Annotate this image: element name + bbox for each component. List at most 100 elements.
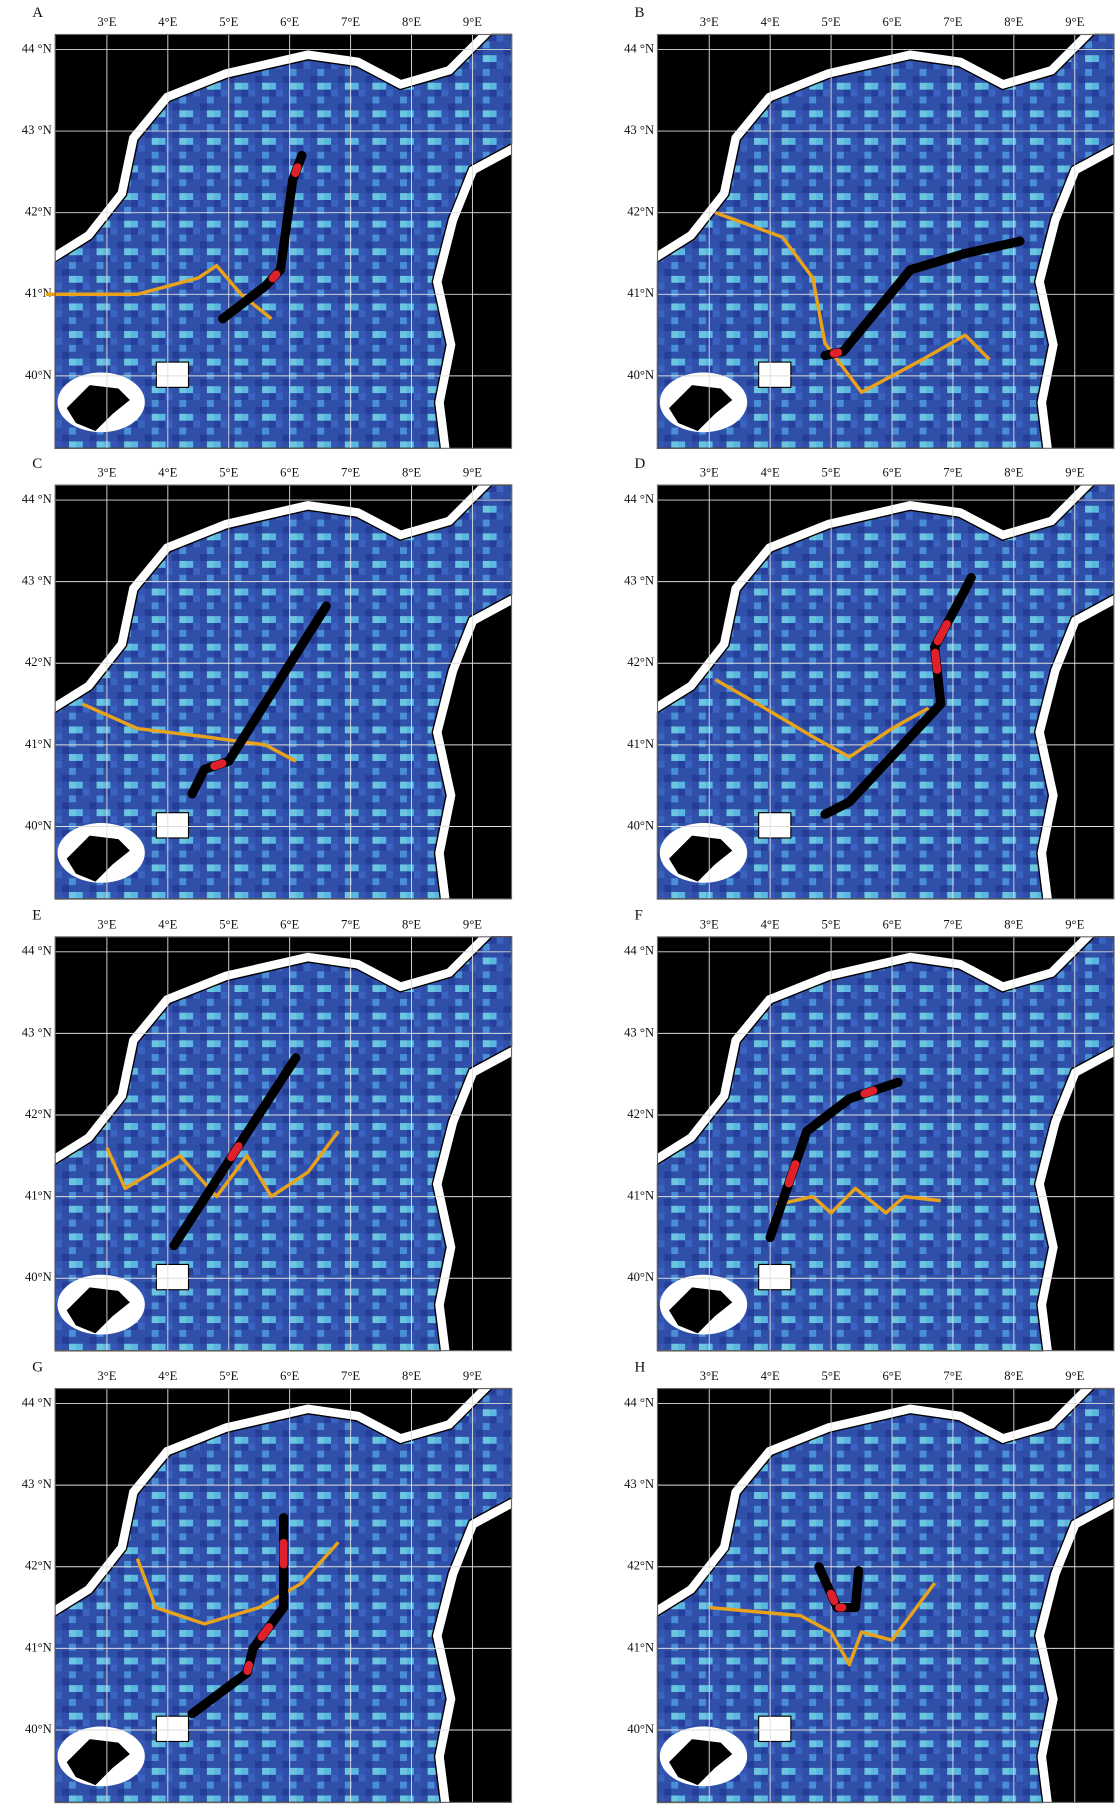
sea — [54, 484, 513, 900]
panel-label: B — [635, 5, 645, 21]
front — [709, 1582, 937, 1667]
lat-label: 40°N — [627, 368, 654, 382]
sea — [656, 33, 1115, 449]
lon-label: 9°E — [463, 917, 482, 931]
lon-label: 9°E — [1065, 465, 1084, 479]
frame — [656, 33, 1115, 449]
lat-label: 43 °N — [22, 1025, 52, 1039]
lon-label: 4°E — [158, 917, 177, 931]
lon-label: 4°E — [761, 15, 780, 29]
lat-label: 43 °N — [624, 1477, 654, 1491]
lat-label: 41°N — [25, 1189, 52, 1203]
sea — [656, 1387, 1115, 1804]
lat-label: 41°N — [25, 1640, 52, 1654]
lon-label: 3°E — [97, 465, 116, 479]
lon-label: 6°E — [280, 15, 299, 29]
islet — [155, 812, 190, 839]
lat-label: 44 °N — [624, 41, 654, 55]
lon-label: 6°E — [882, 917, 901, 931]
lat-label: 41°N — [627, 737, 654, 751]
lon-label: 7°E — [341, 1369, 360, 1383]
front — [714, 678, 930, 759]
map-panel: H 3°E 4°E 5°E 6°E 7°E 8°E 9°E 44 °N 43 °N 42°N 41°N… — [624, 1359, 1115, 1807]
lon-label: 9°E — [463, 15, 482, 29]
front — [105, 1130, 340, 1199]
lat-label: 41°N — [25, 737, 52, 751]
islet — [155, 1263, 190, 1291]
track-highlight — [268, 270, 281, 283]
islet — [155, 361, 190, 388]
lon-label: 5°E — [822, 917, 841, 931]
track-highlight — [826, 1589, 839, 1606]
panel-label: A — [32, 5, 43, 21]
panel-label: H — [635, 1359, 646, 1375]
lon-label: 5°E — [219, 1369, 238, 1383]
lon-label: 6°E — [280, 1369, 299, 1383]
lon-label: 9°E — [1065, 1369, 1084, 1383]
island — [669, 385, 733, 432]
lat-label: 44 °N — [624, 492, 654, 506]
lat-label: 43 °N — [22, 1477, 52, 1491]
track-highlight — [214, 759, 227, 769]
lat-label: 41°N — [627, 286, 654, 300]
lon-label: 3°E — [97, 1369, 116, 1383]
frame — [54, 1388, 513, 1803]
lon-label: 7°E — [341, 917, 360, 931]
island — [669, 835, 733, 882]
lon-label: 8°E — [1004, 465, 1023, 479]
lon-label: 4°E — [158, 1369, 177, 1383]
lat-label: 42°N — [25, 655, 52, 669]
lon-label: 6°E — [280, 465, 299, 479]
lat-label: 42°N — [627, 655, 654, 669]
lon-label: 7°E — [943, 1369, 962, 1383]
lon-label: 6°E — [882, 465, 901, 479]
lat-label: 42°N — [25, 1559, 52, 1573]
lon-label: 5°E — [822, 15, 841, 29]
panel-label: C — [32, 456, 42, 472]
lat-label: 44 °N — [22, 944, 52, 958]
lon-label: 5°E — [219, 917, 238, 931]
lon-label: 9°E — [1065, 917, 1084, 931]
lat-label: 40°N — [627, 818, 654, 832]
lon-label: 3°E — [700, 1369, 719, 1383]
track-highlight — [291, 163, 302, 178]
track-highlight — [227, 1142, 243, 1162]
lon-label: 3°E — [700, 15, 719, 29]
sea — [656, 484, 1115, 900]
lon-label: 7°E — [943, 465, 962, 479]
lon-label: 5°E — [219, 465, 238, 479]
islet — [758, 361, 792, 388]
panel-label: E — [32, 908, 41, 924]
lon-label: 7°E — [341, 465, 360, 479]
lon-label: 7°E — [341, 15, 360, 29]
lon-label: 7°E — [943, 917, 962, 931]
lat-label: 40°N — [25, 1270, 52, 1284]
lon-label: 9°E — [463, 1369, 482, 1383]
island — [66, 1287, 130, 1334]
sea — [54, 936, 513, 1352]
track-highlight — [829, 348, 843, 358]
lon-label: 3°E — [700, 465, 719, 479]
lon-label: 3°E — [700, 917, 719, 931]
lon-label: 5°E — [822, 465, 841, 479]
panel-label: G — [32, 1359, 43, 1375]
islet — [155, 1715, 190, 1743]
track-highlight — [933, 620, 951, 646]
lon-label: 6°E — [882, 15, 901, 29]
lat-label: 43 °N — [22, 574, 52, 588]
front — [135, 1541, 340, 1626]
lat-label: 44 °N — [22, 1395, 52, 1409]
panel-label: F — [635, 908, 643, 924]
lon-label: 5°E — [822, 1369, 841, 1383]
track-highlight — [243, 1661, 254, 1675]
lon-label: 9°E — [1065, 15, 1084, 29]
lat-label: 42°N — [25, 205, 52, 219]
lat-label: 43 °N — [624, 574, 654, 588]
lon-label: 5°E — [219, 15, 238, 29]
lat-label: 43 °N — [624, 1025, 654, 1039]
frame — [54, 33, 513, 449]
frame — [54, 936, 513, 1352]
lat-label: 40°N — [25, 368, 52, 382]
lon-label: 8°E — [402, 1369, 421, 1383]
front — [81, 702, 297, 763]
